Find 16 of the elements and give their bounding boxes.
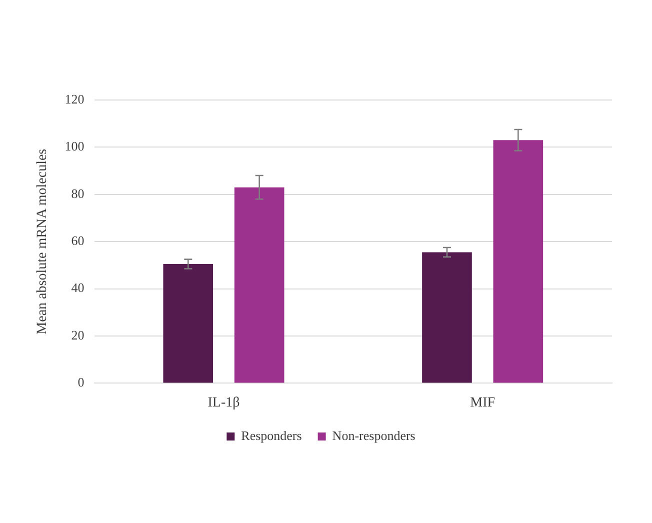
x-tick-label: IL-1β [208,395,240,410]
y-tick-label: 100 [64,138,84,154]
y-tick-label: 40 [71,280,84,296]
y-axis-title: Mean absolute mRNA molecules [35,148,50,334]
y-tick-label: 20 [71,327,84,342]
y-tick-label: 60 [71,233,84,248]
y-tick-label: 80 [71,186,84,201]
x-tick-label: MIF [470,395,496,410]
bar [163,264,214,383]
legend-label: Responders [241,428,302,443]
bar [422,252,472,383]
y-tick-label: 0 [78,374,84,390]
bar [493,140,544,383]
legend-label: Non-responders [332,428,416,443]
y-tick-label: 120 [64,91,84,106]
bar [234,187,284,383]
